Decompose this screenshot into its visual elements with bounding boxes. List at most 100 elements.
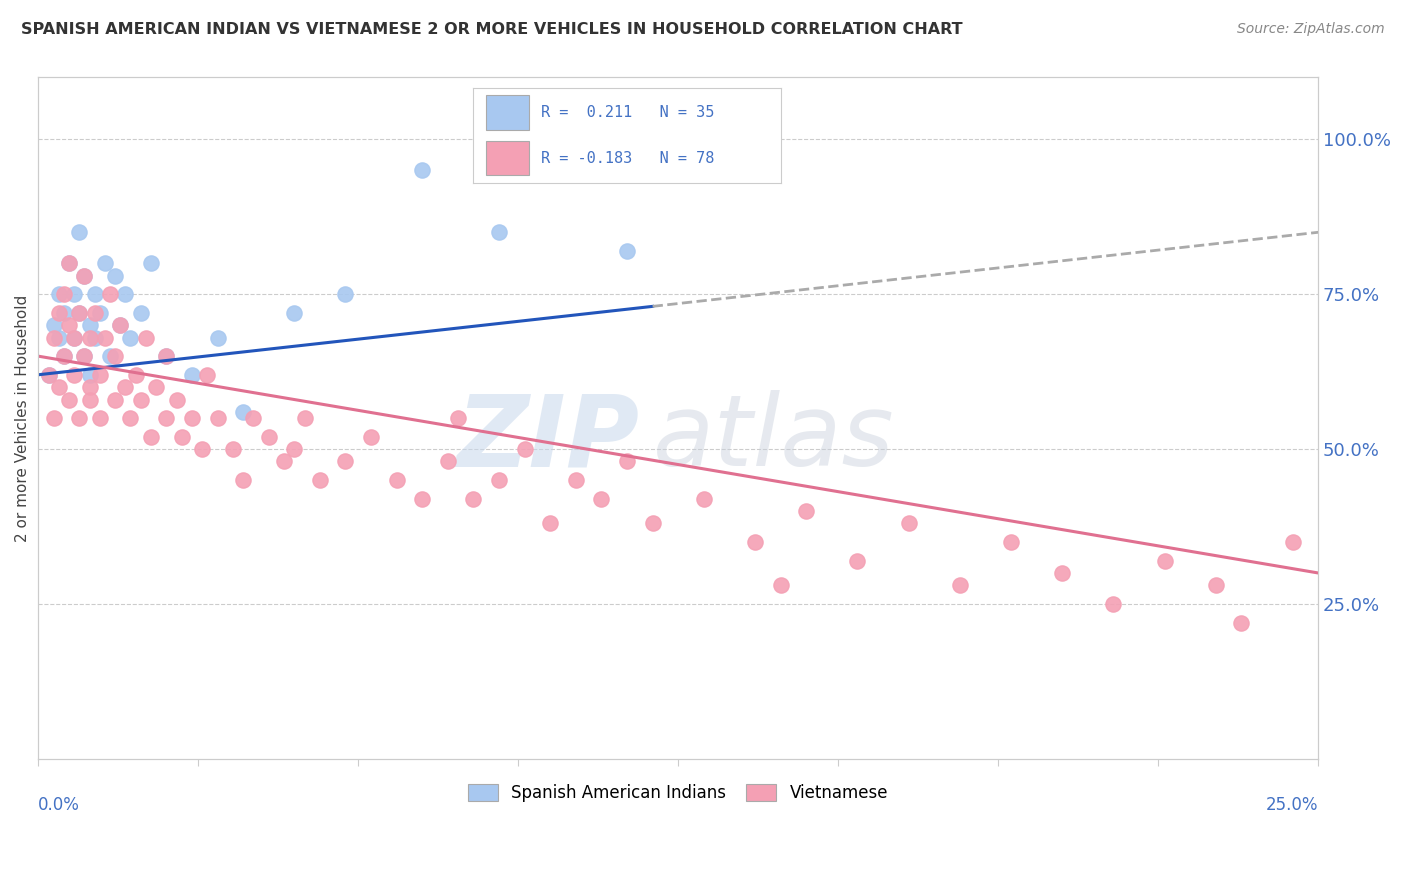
Point xyxy=(1050,566,1073,580)
Point xyxy=(513,442,536,456)
Point xyxy=(98,349,121,363)
Point xyxy=(1281,535,1303,549)
Point xyxy=(135,330,157,344)
Text: 0.0%: 0.0% xyxy=(38,797,80,814)
Point xyxy=(166,392,188,407)
Point xyxy=(79,392,101,407)
Point xyxy=(641,516,664,531)
Text: SPANISH AMERICAN INDIAN VS VIETNAMESE 2 OR MORE VEHICLES IN HOUSEHOLD CORRELATIO: SPANISH AMERICAN INDIAN VS VIETNAMESE 2 … xyxy=(21,22,963,37)
Point xyxy=(744,535,766,549)
Point xyxy=(110,318,132,333)
Point xyxy=(58,392,80,407)
Point xyxy=(94,330,117,344)
Point xyxy=(124,368,146,382)
Point xyxy=(79,368,101,382)
Point xyxy=(129,306,152,320)
Point xyxy=(83,306,105,320)
Point xyxy=(155,411,177,425)
Point xyxy=(67,411,90,425)
Y-axis label: 2 or more Vehicles in Household: 2 or more Vehicles in Household xyxy=(15,294,30,541)
Point xyxy=(48,330,70,344)
Point xyxy=(242,411,264,425)
Point xyxy=(195,368,218,382)
Point xyxy=(73,268,96,283)
Point xyxy=(110,318,132,333)
Point xyxy=(191,442,214,456)
Point xyxy=(769,578,792,592)
Point xyxy=(538,516,561,531)
Point xyxy=(591,491,613,506)
Point xyxy=(73,268,96,283)
Point xyxy=(38,368,60,382)
Point xyxy=(120,330,142,344)
Point xyxy=(145,380,167,394)
Point xyxy=(360,430,382,444)
Point xyxy=(222,442,245,456)
Point xyxy=(94,256,117,270)
Point xyxy=(48,287,70,301)
Point xyxy=(52,287,75,301)
Point xyxy=(1153,553,1175,567)
Point xyxy=(846,553,869,567)
Point xyxy=(63,287,86,301)
Point xyxy=(616,454,638,468)
Point xyxy=(488,473,510,487)
Point xyxy=(52,306,75,320)
Point xyxy=(139,430,162,444)
Point xyxy=(447,411,470,425)
Point xyxy=(207,411,229,425)
Point xyxy=(79,380,101,394)
Point xyxy=(139,256,162,270)
Point xyxy=(58,256,80,270)
Point xyxy=(335,287,357,301)
Point xyxy=(155,349,177,363)
Point xyxy=(48,306,70,320)
Point xyxy=(411,491,433,506)
Point xyxy=(89,368,111,382)
Point xyxy=(83,330,105,344)
Point xyxy=(463,491,485,506)
Point xyxy=(67,306,90,320)
Point xyxy=(309,473,332,487)
Point xyxy=(437,454,460,468)
Point xyxy=(79,330,101,344)
Point xyxy=(79,318,101,333)
Point xyxy=(155,349,177,363)
Point xyxy=(1000,535,1022,549)
Point xyxy=(48,380,70,394)
Point xyxy=(794,504,817,518)
Point xyxy=(897,516,920,531)
Point xyxy=(1230,615,1253,630)
Text: 25.0%: 25.0% xyxy=(1265,797,1319,814)
Point xyxy=(42,330,65,344)
Point xyxy=(283,442,305,456)
Point xyxy=(283,306,305,320)
Point xyxy=(232,405,254,419)
Point xyxy=(616,244,638,258)
Point xyxy=(42,411,65,425)
Point xyxy=(273,454,295,468)
Point xyxy=(63,368,86,382)
Point xyxy=(73,349,96,363)
Point xyxy=(98,287,121,301)
Point xyxy=(58,318,80,333)
Point xyxy=(120,411,142,425)
Point xyxy=(488,225,510,239)
Point xyxy=(294,411,316,425)
Point xyxy=(232,473,254,487)
Legend: Spanish American Indians, Vietnamese: Spanish American Indians, Vietnamese xyxy=(461,777,896,808)
Point xyxy=(42,318,65,333)
Point xyxy=(67,225,90,239)
Text: Source: ZipAtlas.com: Source: ZipAtlas.com xyxy=(1237,22,1385,37)
Point xyxy=(411,163,433,178)
Point xyxy=(129,392,152,407)
Point xyxy=(114,380,136,394)
Point xyxy=(52,349,75,363)
Point xyxy=(89,411,111,425)
Text: ZIP: ZIP xyxy=(457,390,640,487)
Point xyxy=(1205,578,1227,592)
Point xyxy=(63,330,86,344)
Point xyxy=(180,411,202,425)
Point xyxy=(67,306,90,320)
Point xyxy=(180,368,202,382)
